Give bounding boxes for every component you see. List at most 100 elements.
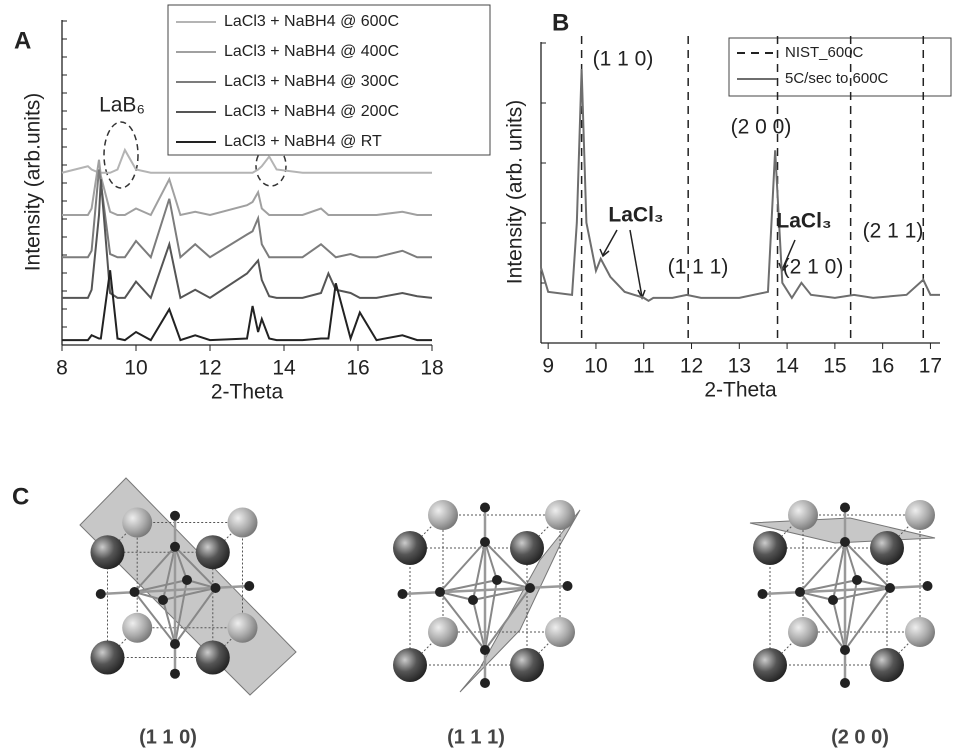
bond (134, 579, 188, 593)
atom-small (480, 678, 490, 688)
legend-label: LaCl3 + NaBH4 @ 600C (224, 13, 399, 30)
bond (174, 546, 188, 581)
atom-small (170, 639, 180, 649)
atom-small (757, 589, 768, 599)
bond (174, 546, 217, 589)
atom-large (122, 612, 153, 643)
bond (472, 587, 531, 601)
x-axis-title: 2-Theta (211, 381, 284, 404)
panel-letter: A (14, 27, 31, 54)
legend-label: NIST_600C (785, 44, 864, 61)
bond (439, 591, 474, 601)
atom-large (393, 648, 427, 682)
atom-large (905, 500, 935, 530)
x-tick-label: 9 (542, 355, 554, 378)
bond (133, 591, 176, 645)
series-line (62, 179, 433, 300)
cell-edge (107, 522, 138, 553)
bond (484, 541, 498, 581)
legend-label: 5C/sec to 600C (785, 70, 889, 87)
x-tick-label: 17 (919, 355, 942, 378)
bond (799, 591, 846, 651)
x-tick-label: 10 (584, 355, 607, 378)
atom-small (525, 583, 535, 593)
crystal-structure (393, 500, 581, 693)
atom-small (922, 581, 933, 591)
atom-large (428, 500, 458, 530)
legend-box (167, 4, 491, 156)
legend-box (728, 37, 952, 97)
caption: (1 1 1) (447, 726, 505, 748)
cell-edge (107, 627, 138, 658)
atom-large (510, 648, 544, 682)
cell-edge (212, 627, 243, 658)
series-line (540, 69, 940, 303)
atom-large (195, 640, 230, 675)
bond (439, 591, 486, 651)
bond (762, 584, 928, 596)
bond (439, 541, 486, 593)
panel-letter: B (552, 9, 569, 36)
atom-small (210, 583, 221, 593)
atom-large (870, 648, 904, 682)
bond (133, 546, 176, 593)
x-tick-label: 13 (728, 355, 751, 378)
legend-label: LaCl3 + NaBH4 @ 200C (224, 103, 399, 120)
atom-small (170, 510, 180, 521)
arrow (602, 229, 618, 256)
series-line (62, 270, 432, 342)
arrow-head (599, 248, 610, 258)
atom-small (562, 581, 573, 591)
series-line (61, 147, 432, 174)
annotation: (1 1 1) (668, 256, 729, 279)
atom-small (244, 581, 255, 591)
atom-large (753, 531, 787, 565)
atom-large (393, 531, 427, 565)
x-tick-label: 10 (124, 357, 147, 380)
atom-small (492, 575, 502, 585)
bond (484, 587, 531, 651)
x-tick-label: 14 (775, 355, 799, 378)
bond (799, 541, 846, 593)
x-tick-label: 16 (346, 357, 369, 380)
atom-small (840, 678, 850, 688)
atom-small (795, 587, 805, 597)
bond (856, 579, 891, 589)
x-tick-label: 16 (871, 355, 894, 378)
caption: (2 0 0) (831, 726, 889, 748)
atom-small (158, 595, 168, 605)
annotation: (1 1 0) (593, 48, 654, 71)
atom-small (840, 537, 850, 547)
bond (484, 541, 531, 589)
atom-small (170, 668, 180, 679)
x-tick-label: 12 (680, 355, 703, 378)
atom-large (90, 535, 125, 570)
atom-large (870, 531, 904, 565)
crystal-structure (79, 477, 297, 696)
series-line (62, 159, 432, 217)
x-tick-label: 14 (272, 357, 296, 380)
y-axis-title: Intensity (arb. units) (504, 100, 527, 284)
atom-small (480, 645, 490, 655)
annotation: LaB₆ (99, 94, 145, 117)
x-tick-label: 8 (56, 357, 68, 380)
highlight-ellipse (103, 121, 139, 189)
legend-label: LaCl3 + NaBH4 @ 300C (224, 73, 399, 90)
atom-small (170, 541, 180, 552)
atom-small (840, 502, 850, 513)
legend-label: LaCl3 + NaBH4 @ 400C (224, 43, 399, 60)
bond (844, 579, 858, 651)
atom-small (182, 575, 192, 585)
atom-small (885, 583, 895, 593)
atom-large (545, 500, 575, 530)
atom-large (227, 507, 258, 538)
bond (799, 591, 834, 601)
atom-large (428, 617, 458, 647)
bond (472, 599, 486, 651)
x-tick-label: 11 (633, 355, 655, 378)
atom-small (468, 595, 478, 605)
atom-small (480, 537, 490, 547)
atom-small (840, 645, 850, 655)
atom-small (828, 595, 838, 605)
